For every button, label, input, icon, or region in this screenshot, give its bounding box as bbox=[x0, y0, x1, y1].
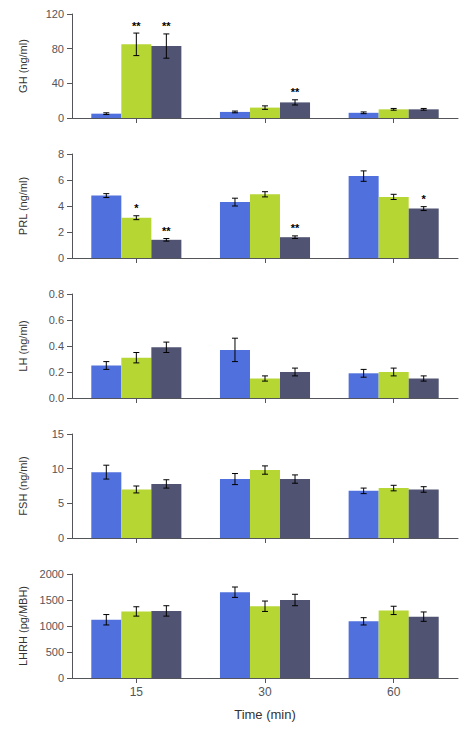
svg-text:0: 0 bbox=[58, 672, 64, 684]
svg-text:0: 0 bbox=[58, 112, 64, 124]
svg-text:**: ** bbox=[162, 20, 171, 32]
svg-text:0: 0 bbox=[58, 252, 64, 264]
svg-text:0.2: 0.2 bbox=[49, 366, 64, 378]
svg-text:PRL (ng/ml): PRL (ng/ml) bbox=[17, 177, 29, 235]
svg-text:0.8: 0.8 bbox=[49, 288, 64, 300]
svg-text:6: 6 bbox=[58, 174, 64, 186]
svg-text:8: 8 bbox=[58, 148, 64, 160]
svg-text:2: 2 bbox=[58, 226, 64, 238]
svg-text:120: 120 bbox=[46, 8, 64, 20]
svg-text:FSH (ng/ml): FSH (ng/ml) bbox=[17, 456, 29, 515]
svg-text:1500: 1500 bbox=[40, 594, 64, 606]
svg-text:60: 60 bbox=[387, 685, 401, 699]
svg-text:Time (min): Time (min) bbox=[234, 707, 296, 722]
svg-text:15: 15 bbox=[130, 685, 144, 699]
svg-text:**: ** bbox=[162, 225, 171, 237]
svg-text:1000: 1000 bbox=[40, 620, 64, 632]
svg-text:0.4: 0.4 bbox=[49, 340, 64, 352]
svg-text:**: ** bbox=[291, 86, 300, 98]
svg-text:0: 0 bbox=[58, 532, 64, 544]
svg-text:GH (ng/ml): GH (ng/ml) bbox=[17, 39, 29, 93]
svg-text:LHRH (pg/MBH): LHRH (pg/MBH) bbox=[17, 586, 29, 666]
svg-text:80: 80 bbox=[52, 43, 64, 55]
svg-text:*: * bbox=[422, 193, 427, 205]
svg-text:15: 15 bbox=[52, 428, 64, 440]
svg-text:0.6: 0.6 bbox=[49, 314, 64, 326]
svg-text:5: 5 bbox=[58, 497, 64, 509]
svg-text:**: ** bbox=[132, 20, 141, 32]
svg-text:*: * bbox=[134, 202, 139, 214]
svg-text:500: 500 bbox=[46, 646, 64, 658]
svg-text:40: 40 bbox=[52, 77, 64, 89]
svg-text:**: ** bbox=[291, 222, 300, 234]
svg-text:LH (ng/ml): LH (ng/ml) bbox=[17, 320, 29, 371]
svg-text:4: 4 bbox=[58, 200, 64, 212]
svg-text:30: 30 bbox=[258, 685, 272, 699]
svg-text:2000: 2000 bbox=[40, 568, 64, 580]
svg-text:10: 10 bbox=[52, 463, 64, 475]
svg-text:0.0: 0.0 bbox=[49, 392, 64, 404]
